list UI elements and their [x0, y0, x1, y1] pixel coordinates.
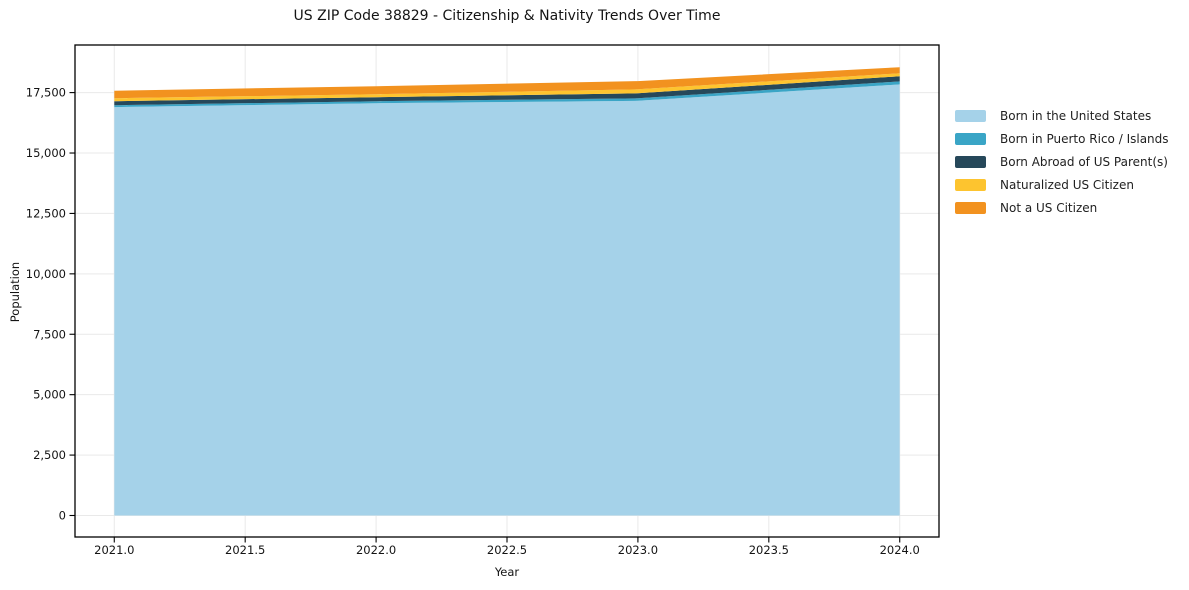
legend-label: Born in the United States — [1000, 108, 1152, 123]
legend-item: Naturalized US Citizen — [955, 173, 1169, 196]
area-series — [114, 81, 900, 108]
y-tick-label: 0 — [59, 508, 66, 522]
y-tick-label: 15,000 — [26, 146, 66, 160]
chart-title: US ZIP Code 38829 - Citizenship & Nativi… — [293, 8, 721, 24]
legend-item: Born Abroad of US Parent(s) — [955, 150, 1169, 173]
ticks — [69, 92, 901, 543]
y-tick-label: 2,500 — [33, 448, 66, 462]
legend-swatch — [955, 178, 986, 191]
y-axis-label: Population — [8, 261, 22, 323]
y-tick-label: 5,000 — [33, 388, 66, 402]
area-series — [114, 84, 900, 516]
x-tick-label: 2021.0 — [94, 543, 134, 557]
area-stack — [114, 67, 900, 516]
x-tick-label: 2022.5 — [487, 543, 527, 557]
y-tick-label: 17,500 — [26, 86, 66, 100]
legend: Born in the United States Born in Puerto … — [955, 104, 1169, 219]
area-series — [114, 76, 900, 106]
x-tick-label: 2023.5 — [749, 543, 789, 557]
x-tick-label: 2023.0 — [618, 543, 658, 557]
legend-swatch — [955, 155, 986, 168]
y-tick-label: 12,500 — [26, 206, 66, 220]
legend-label: Naturalized US Citizen — [1000, 177, 1134, 192]
x-tick-label: 2024.0 — [880, 543, 920, 557]
legend-item: Born in the United States — [955, 104, 1169, 127]
legend-swatch — [955, 132, 986, 145]
legend-label: Born in Puerto Rico / Islands — [1000, 131, 1169, 146]
y-tick-label: 10,000 — [26, 267, 66, 281]
legend-item: Not a US Citizen — [955, 196, 1169, 219]
legend-label: Not a US Citizen — [1000, 200, 1098, 215]
legend-item: Born in Puerto Rico / Islands — [955, 127, 1169, 150]
legend-swatch — [955, 201, 986, 214]
x-axis-label: Year — [494, 565, 520, 579]
x-tick-label: 2022.0 — [356, 543, 396, 557]
x-tick-label: 2021.5 — [225, 543, 265, 557]
area-series — [114, 73, 900, 102]
legend-swatch — [955, 109, 986, 122]
tick-labels: 2021.0 2021.5 2022.0 2022.5 2023.0 2023.5 2024… — [26, 86, 920, 557]
legend-label: Born Abroad of US Parent(s) — [1000, 154, 1168, 169]
y-tick-label: 7,500 — [33, 327, 66, 341]
area-series — [114, 67, 900, 99]
